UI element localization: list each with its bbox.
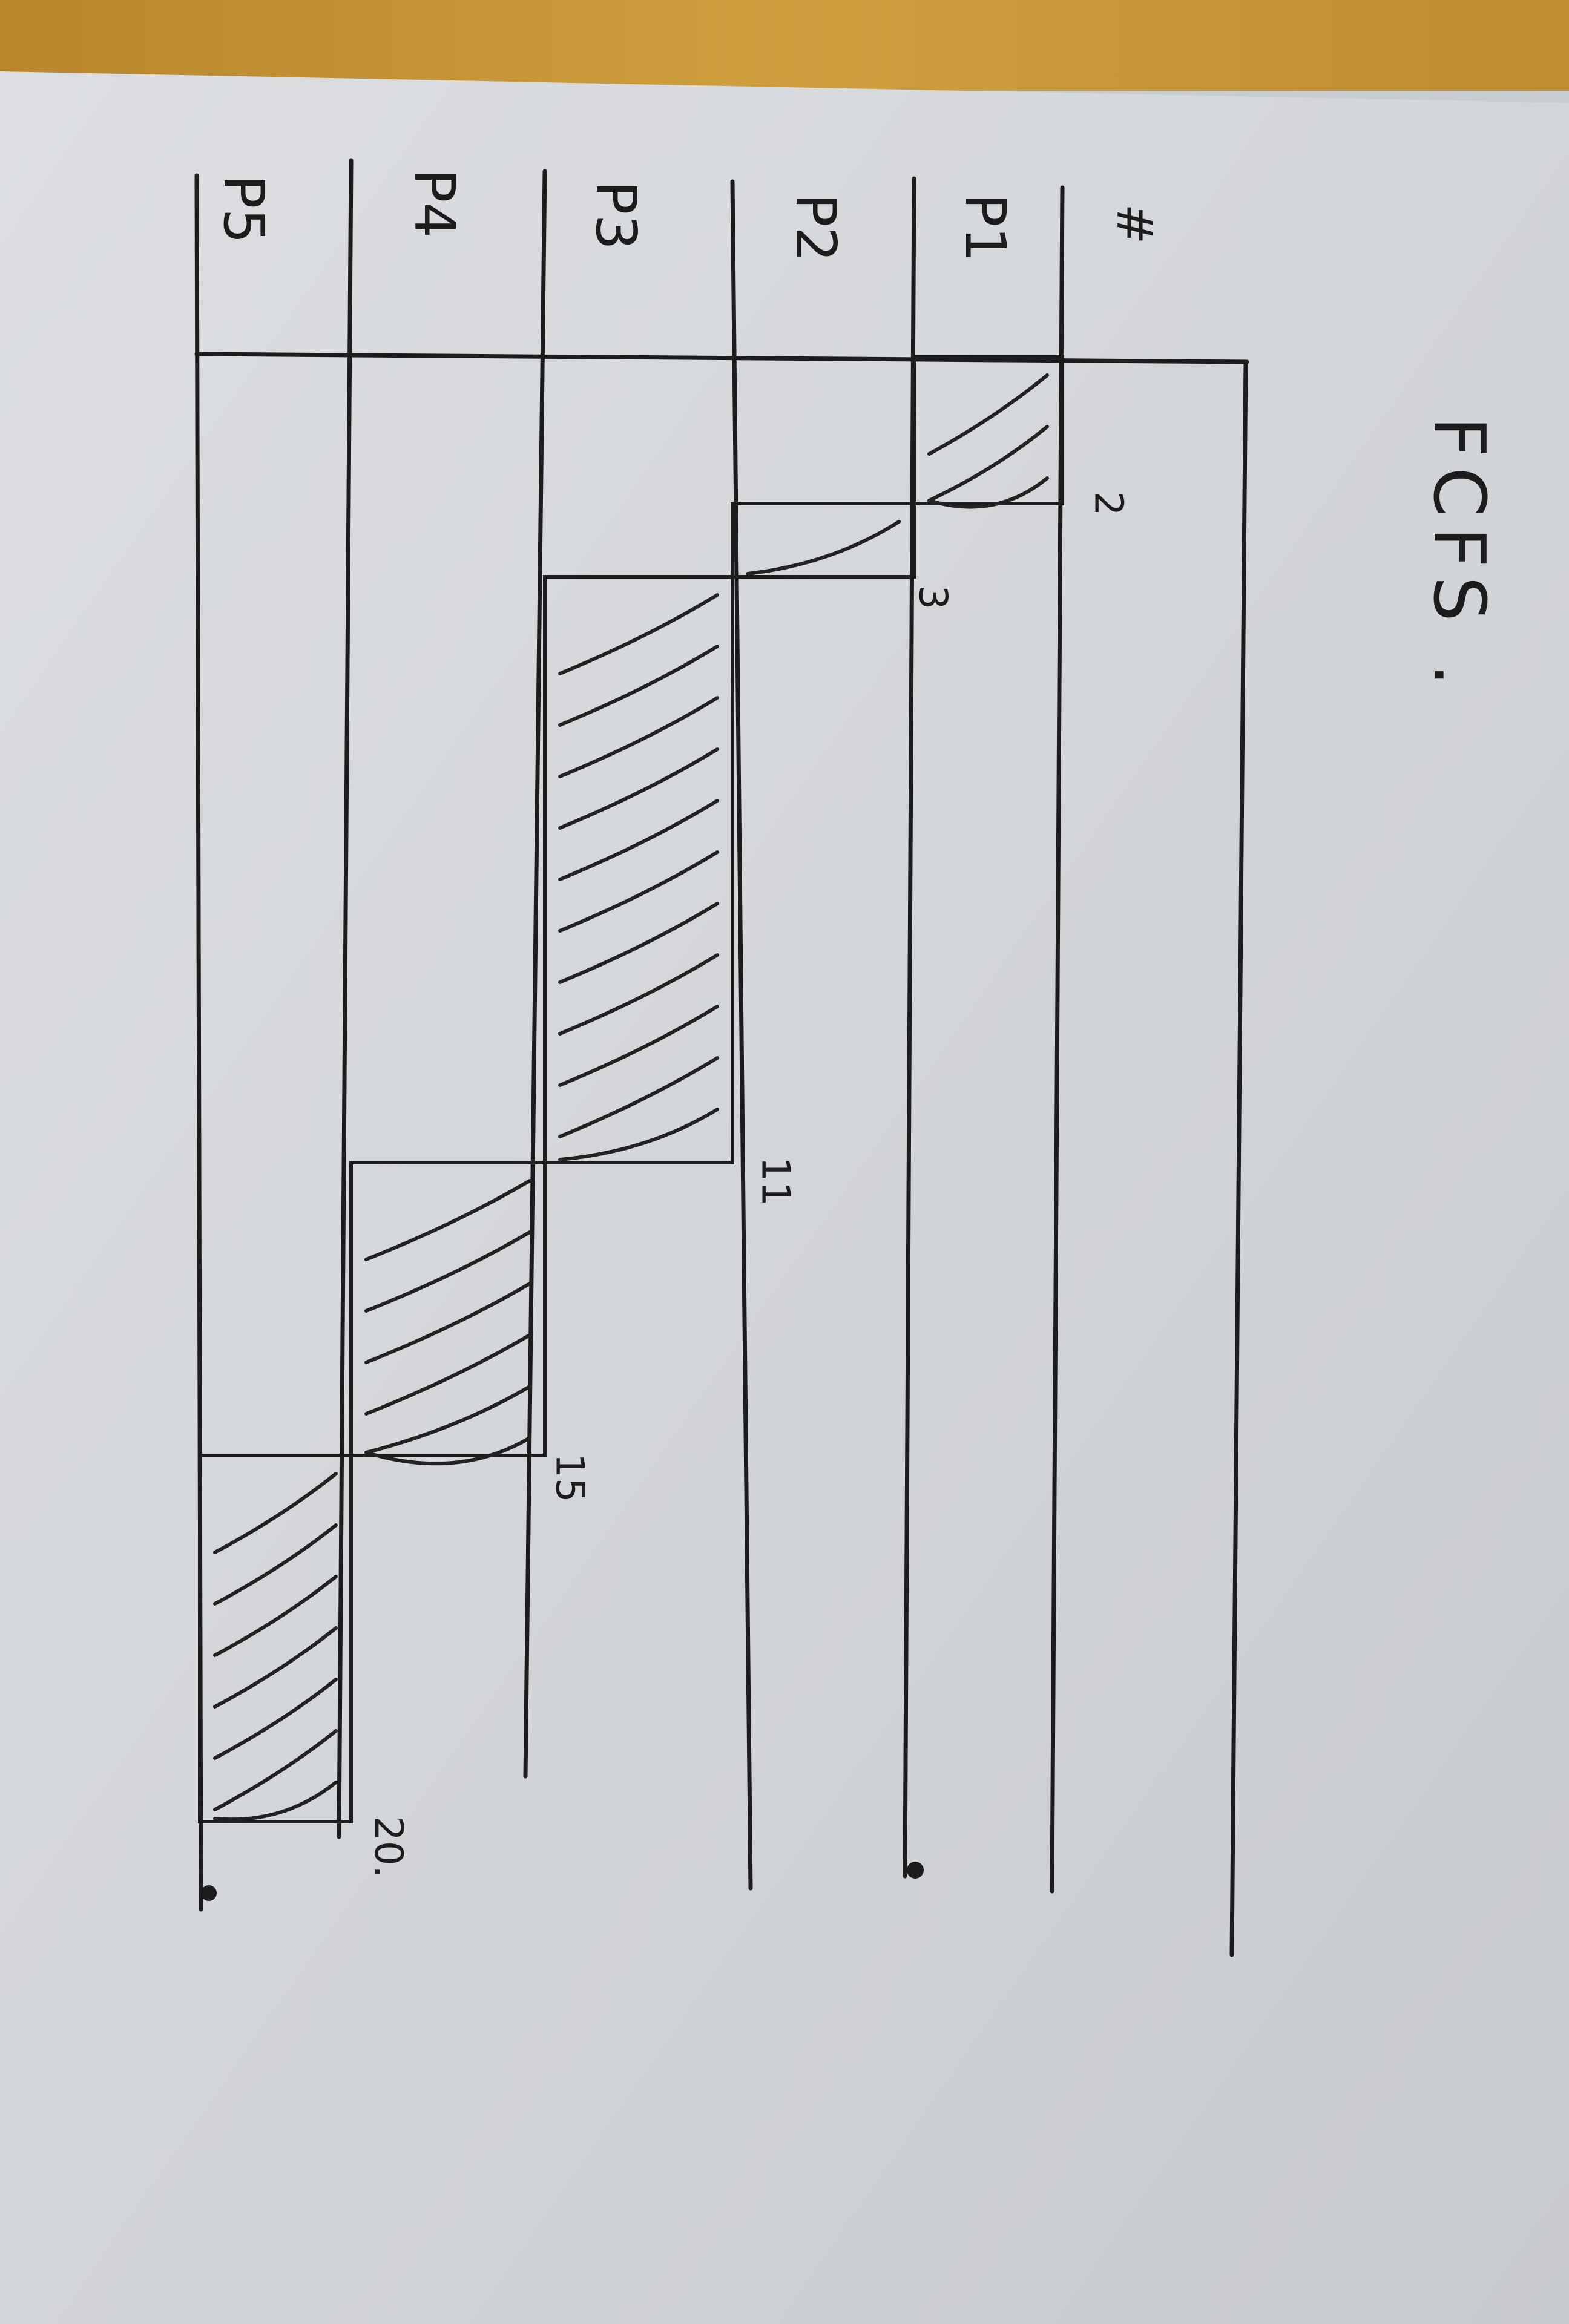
hatch-stroke	[213, 1729, 338, 1811]
row-label-p4: P4	[402, 168, 467, 238]
hatch-stroke	[558, 747, 719, 830]
time-mark-11: 11	[752, 1157, 798, 1206]
corner-mark: #	[1106, 203, 1163, 245]
hatch-stroke	[213, 1626, 338, 1709]
hatch-stroke	[558, 645, 719, 727]
hatch-stroke	[558, 1005, 719, 1087]
row-line-3	[730, 179, 753, 1891]
row-line-5	[337, 158, 354, 1839]
hatch-stroke	[558, 593, 719, 675]
row-line-0	[1229, 359, 1248, 1957]
gantt-bar-p3	[543, 575, 734, 1164]
hatch-stroke	[364, 1282, 531, 1364]
gantt-bar-p5	[198, 1454, 353, 1823]
hatch-stroke	[927, 425, 1049, 502]
hatch-stroke	[213, 1523, 338, 1606]
hatch-stroke	[558, 953, 719, 1036]
row-label-p1: P1	[953, 192, 1018, 263]
row-label-p2: P2	[783, 192, 849, 263]
end-dot-p5	[201, 1885, 217, 1901]
end-dot-p1	[907, 1862, 924, 1879]
hatch-stroke	[746, 520, 901, 576]
row-line-4	[523, 169, 547, 1779]
time-mark-20: 20.	[365, 1816, 410, 1878]
hatch-stroke	[364, 1436, 531, 1466]
page-title: FCFS .	[1417, 416, 1501, 696]
row-label-p5: P5	[211, 174, 277, 245]
row-label-p3: P3	[584, 180, 649, 251]
hatch-stroke	[558, 902, 719, 984]
hatch-stroke	[927, 476, 1049, 509]
hatch-stroke	[558, 1056, 719, 1138]
header-axis-line	[194, 352, 1249, 364]
hatch-stroke	[927, 373, 1049, 456]
hatch-stroke	[558, 799, 719, 881]
hatch-stroke	[213, 1575, 338, 1657]
hatch-stroke	[558, 1108, 719, 1161]
gantt-bar-p4	[349, 1161, 547, 1457]
hatch-stroke	[213, 1472, 338, 1554]
time-mark-3: 3	[910, 585, 955, 610]
hatch-stroke	[213, 1781, 338, 1822]
hatch-stroke	[364, 1179, 531, 1261]
time-mark-2: 2	[1085, 491, 1131, 516]
hatch-stroke	[558, 850, 719, 933]
paper-sheet	[0, 71, 1569, 2324]
hatch-stroke	[364, 1230, 531, 1313]
time-mark-15: 15	[547, 1453, 592, 1503]
hatch-stroke	[213, 1678, 338, 1760]
table-surface	[0, 0, 1569, 91]
hatch-stroke	[364, 1385, 531, 1454]
hatch-stroke	[364, 1333, 531, 1416]
hatch-stroke	[558, 696, 719, 778]
gantt-bar-p2	[731, 502, 916, 579]
gantt-bar-p1	[912, 355, 1064, 505]
